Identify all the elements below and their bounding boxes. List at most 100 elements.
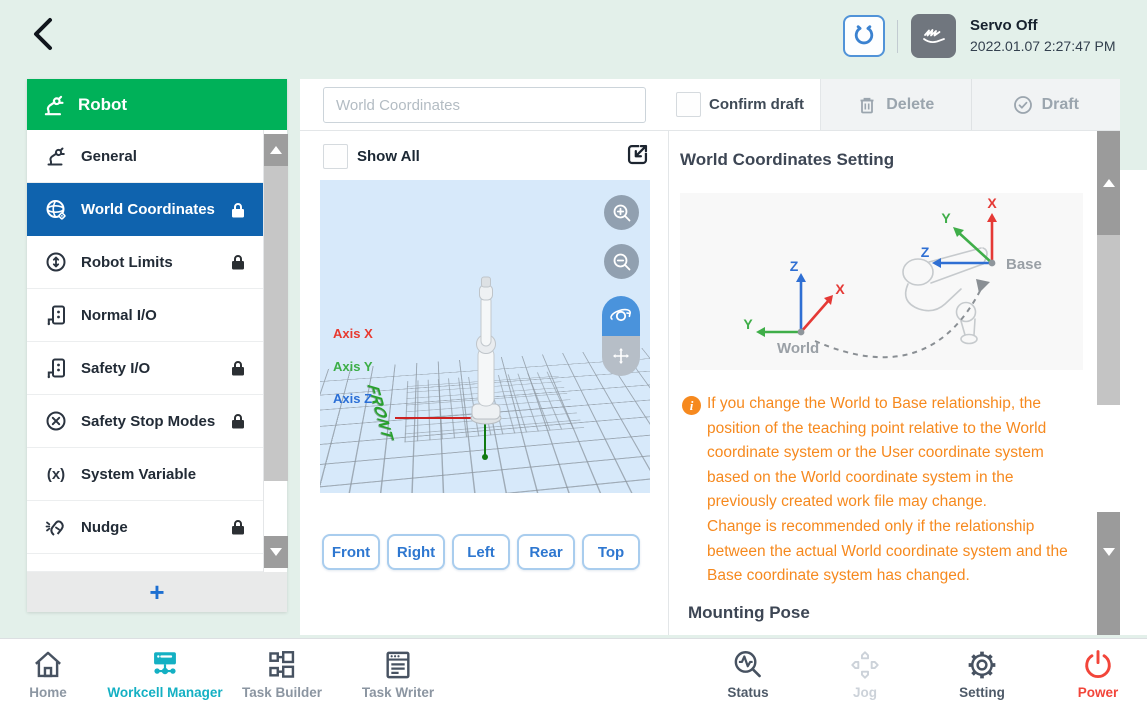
hand-guide-status-tile[interactable] (911, 14, 956, 58)
lock-icon (232, 202, 244, 217)
nav-home-label: Home (29, 685, 67, 700)
sidebar-item-world-coordinates[interactable]: World Coordinates (27, 183, 287, 236)
base-z-label: Z (921, 244, 930, 260)
sidebar-item-label: Robot Limits (81, 253, 173, 271)
sidebar-item-normal-io[interactable]: Normal I/O (27, 289, 287, 342)
servo-status-text: Servo Off (970, 17, 1038, 34)
nav-jog[interactable]: Jog (800, 648, 930, 700)
settings-scroll-up-button[interactable] (1097, 131, 1120, 235)
nav-task-writer[interactable]: Task Writer (333, 648, 463, 700)
gripper-tool-button[interactable] (843, 15, 885, 57)
general-robot-icon (47, 147, 65, 166)
nav-setting-label: Setting (959, 685, 1005, 700)
base-y-label: Y (941, 210, 951, 226)
sidebar-item-label: System Variable (81, 465, 197, 483)
stop-x-circle-icon (46, 411, 66, 431)
bottom-navigation: Home Workcell Manager (0, 638, 1147, 717)
sidebar-item-safety-io[interactable]: Safety I/O (27, 342, 287, 395)
settings-scroll-thumb[interactable] (1097, 235, 1120, 405)
sidebar-scroll-down-button[interactable] (264, 536, 288, 568)
axis-y-label: Axis Y (333, 359, 373, 374)
pan-mode-button[interactable] (602, 336, 640, 376)
sidebar-item-safety-stop-modes[interactable]: Safety Stop Modes (27, 395, 287, 448)
sidebar-item-robot-limits[interactable]: Robot Limits (27, 236, 287, 289)
confirm-draft-checkbox[interactable] (676, 92, 701, 117)
sidebar-item-label: Safety Stop Modes (81, 412, 216, 430)
view-preset-buttons: Front Right Left Rear Top (322, 534, 640, 570)
base-x-label: X (987, 195, 997, 211)
pan-move-icon (613, 348, 629, 364)
zoom-in-button[interactable] (604, 195, 639, 230)
world-base-diagram: Z X Y World X Y Z Base (680, 193, 1083, 370)
coordinate-diagram-graphic: Z X Y World X Y Z Base (743, 195, 1042, 359)
zoom-in-icon (613, 204, 630, 221)
jog-dpad-icon (851, 651, 879, 679)
expand-viewer-button[interactable] (624, 141, 651, 168)
zoom-out-button[interactable] (604, 244, 639, 279)
trash-icon (860, 97, 874, 113)
settings-scroll-down-button[interactable] (1097, 512, 1120, 635)
settings-scrollbar[interactable] (1097, 131, 1120, 635)
gripper-icon (854, 25, 874, 45)
robot-3d-viewer[interactable]: FRONT Axis X Axis Y Axis Z (320, 180, 650, 493)
back-button[interactable] (24, 14, 64, 54)
plus-icon: + (149, 576, 165, 607)
lock-icon (232, 361, 244, 376)
sidebar-item-general[interactable]: General (27, 130, 287, 183)
delete-label: Delete (886, 95, 935, 113)
delete-button[interactable]: Delete (821, 79, 971, 130)
io-port-icon (47, 305, 65, 326)
arrow-down-icon (270, 548, 282, 556)
sidebar-header-label: Robot (78, 94, 128, 114)
view-top-button[interactable]: Top (582, 534, 640, 570)
home-icon (35, 651, 61, 678)
topbar-divider (897, 20, 898, 53)
nav-power-label: Power (1077, 685, 1119, 700)
sidebar-item-label: General (81, 147, 137, 165)
viewer-mode-toggle (602, 296, 640, 376)
show-all-checkbox[interactable] (323, 144, 348, 169)
nav-jog-label: Jog (852, 685, 877, 700)
draft-button[interactable]: Draft (970, 79, 1121, 130)
expand-icon (627, 144, 648, 165)
system-variable-icon: (x) (46, 465, 66, 483)
nav-task-builder[interactable]: Task Builder (217, 648, 347, 700)
rotate-mode-button[interactable] (602, 296, 640, 336)
nav-workcell-manager[interactable]: Workcell Manager (100, 648, 230, 700)
sidebar-item-label: Safety I/O (81, 359, 151, 377)
view-front-button[interactable]: Front (322, 534, 380, 570)
view-rear-button[interactable]: Rear (517, 534, 575, 570)
sidebar-item-system-variable[interactable]: (x) System Variable (27, 448, 287, 501)
robot-arm-3d-model (470, 276, 502, 425)
arrow-down-icon (1102, 548, 1115, 556)
lock-icon (232, 255, 244, 270)
workcell-manager-icon (154, 652, 176, 675)
axis-x-line (395, 417, 485, 419)
hand-guide-icon (922, 29, 945, 43)
servo-status-block: Servo Off 2022.01.07 2:27:47 PM (970, 17, 1116, 54)
sidebar-item-nudge[interactable]: Nudge (27, 501, 287, 554)
sidebar-scrollbar[interactable] (263, 130, 288, 572)
nav-power[interactable]: Power (1033, 648, 1147, 700)
lock-icon (232, 520, 244, 535)
nav-status[interactable]: Status (683, 648, 813, 700)
nudge-hand-icon (45, 520, 64, 536)
orbit-rotate-icon (610, 308, 631, 322)
view-right-button[interactable]: Right (387, 534, 445, 570)
world-x-label: X (835, 281, 845, 297)
nav-status-label: Status (727, 685, 769, 700)
nav-task-writer-label: Task Writer (361, 685, 435, 700)
nav-task-builder-label: Task Builder (241, 685, 323, 700)
sidebar-item-label: World Coordinates (81, 201, 215, 218)
nav-home[interactable]: Home (0, 648, 113, 700)
sidebar-scroll-thumb[interactable] (264, 166, 288, 481)
sidebar-scroll-up-button[interactable] (264, 134, 288, 166)
coordinate-name-input[interactable] (323, 87, 646, 123)
world-globe-icon (46, 199, 66, 220)
nav-setting[interactable]: Setting (917, 648, 1047, 700)
add-workcell-item-button[interactable]: + (27, 572, 287, 612)
lock-icon (232, 414, 244, 429)
view-left-button[interactable]: Left (452, 534, 510, 570)
axis-x-label: Axis X (333, 326, 373, 341)
